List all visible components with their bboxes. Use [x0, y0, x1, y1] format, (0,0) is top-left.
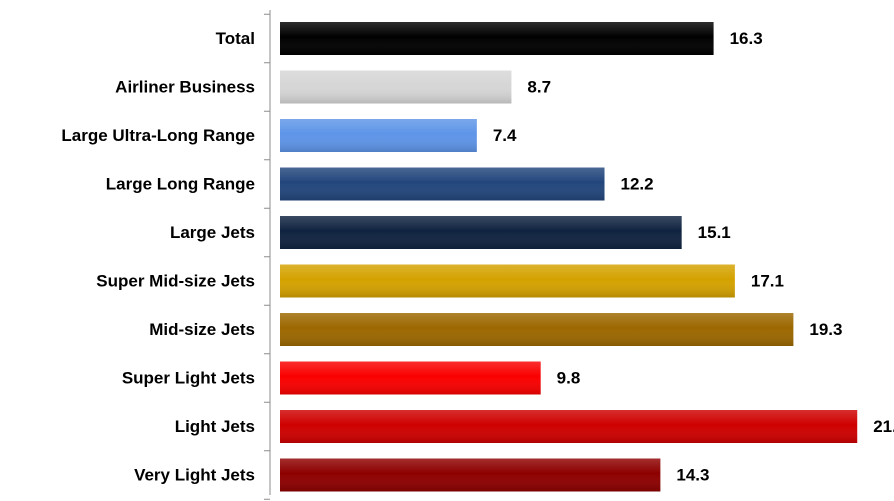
category-label: Super Light Jets — [122, 369, 255, 388]
bar-shading — [280, 22, 714, 55]
value-label: 19.3 — [809, 320, 842, 339]
value-label: 14.3 — [676, 466, 709, 485]
category-label: Mid-size Jets — [149, 320, 255, 339]
category-label: Large Jets — [170, 223, 255, 242]
category-label: Super Mid-size Jets — [96, 272, 255, 291]
bar-shading — [280, 119, 477, 152]
bar-shading — [280, 167, 605, 201]
category-label: Total — [216, 29, 255, 48]
value-label: 16.3 — [730, 29, 763, 48]
value-label: 8.7 — [527, 78, 551, 97]
category-label: Large Long Range — [106, 175, 255, 194]
value-label: 9.8 — [557, 369, 581, 388]
bar-shading — [280, 216, 682, 249]
category-label: Large Ultra-Long Range — [61, 126, 255, 145]
value-label: 17.1 — [751, 272, 784, 291]
bar-shading — [280, 313, 794, 346]
value-label: 7.4 — [493, 126, 517, 145]
value-label: 15.1 — [698, 223, 731, 242]
bar-shading — [280, 70, 512, 104]
value-label: 12.2 — [621, 175, 654, 194]
bar-shading — [280, 410, 858, 443]
bar-shading — [280, 458, 661, 492]
bar-shading — [280, 264, 735, 298]
category-label: Airliner Business — [115, 78, 255, 97]
category-label: Light Jets — [175, 417, 255, 436]
bar-shading — [280, 361, 541, 395]
value-label: 21.7 — [873, 417, 894, 436]
category-label: Very Light Jets — [134, 466, 255, 485]
